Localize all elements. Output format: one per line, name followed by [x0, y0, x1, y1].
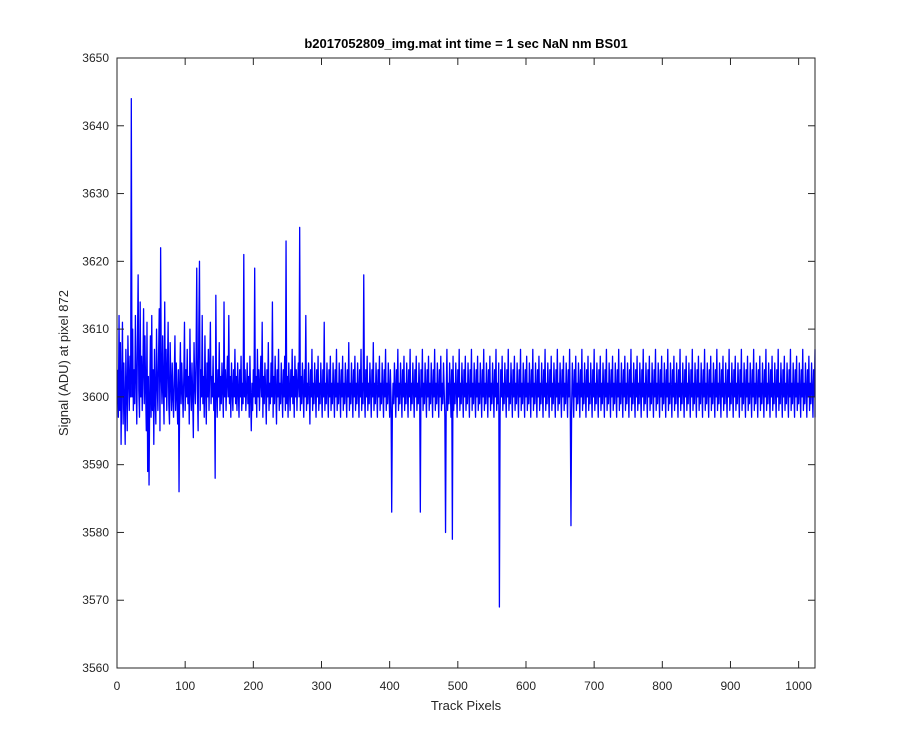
x-tick-label: 800: [652, 679, 672, 693]
x-tick-label: 300: [311, 679, 331, 693]
x-tick-label: 200: [243, 679, 263, 693]
x-tick-label: 700: [584, 679, 604, 693]
y-axis-label: Signal (ADU) at pixel 872: [56, 290, 71, 436]
x-tick-label: 0: [114, 679, 121, 693]
x-tick-label: 1000: [785, 679, 812, 693]
y-tick-label: 3580: [82, 525, 109, 539]
y-tick-label: 3650: [82, 51, 109, 65]
y-tick-label: 3640: [82, 119, 109, 133]
y-tick-label: 3600: [82, 390, 109, 404]
chart-title: b2017052809_img.mat int time = 1 sec NaN…: [304, 36, 627, 51]
y-tick-label: 3630: [82, 187, 109, 201]
y-tick-label: 3610: [82, 322, 109, 336]
y-tick-label: 3590: [82, 458, 109, 472]
x-tick-label: 400: [380, 679, 400, 693]
axes-box: [116, 57, 816, 669]
x-tick-label: 600: [516, 679, 536, 693]
x-axis-ticks: 0 100 200 300 400 500 600 700 800 900 1000: [114, 58, 812, 693]
y-tick-label: 3570: [82, 593, 109, 607]
y-tick-label: 3560: [82, 661, 109, 675]
x-tick-label: 500: [448, 679, 468, 693]
y-tick-label: 3620: [82, 254, 109, 268]
x-axis-label: Track Pixels: [431, 698, 502, 713]
x-tick-label: 100: [175, 679, 195, 693]
y-axis-ticks: 3560 3570 3580 3590 3600 3610 3620 3630 3640 3650: [82, 51, 815, 675]
x-tick-label: 900: [720, 679, 740, 693]
